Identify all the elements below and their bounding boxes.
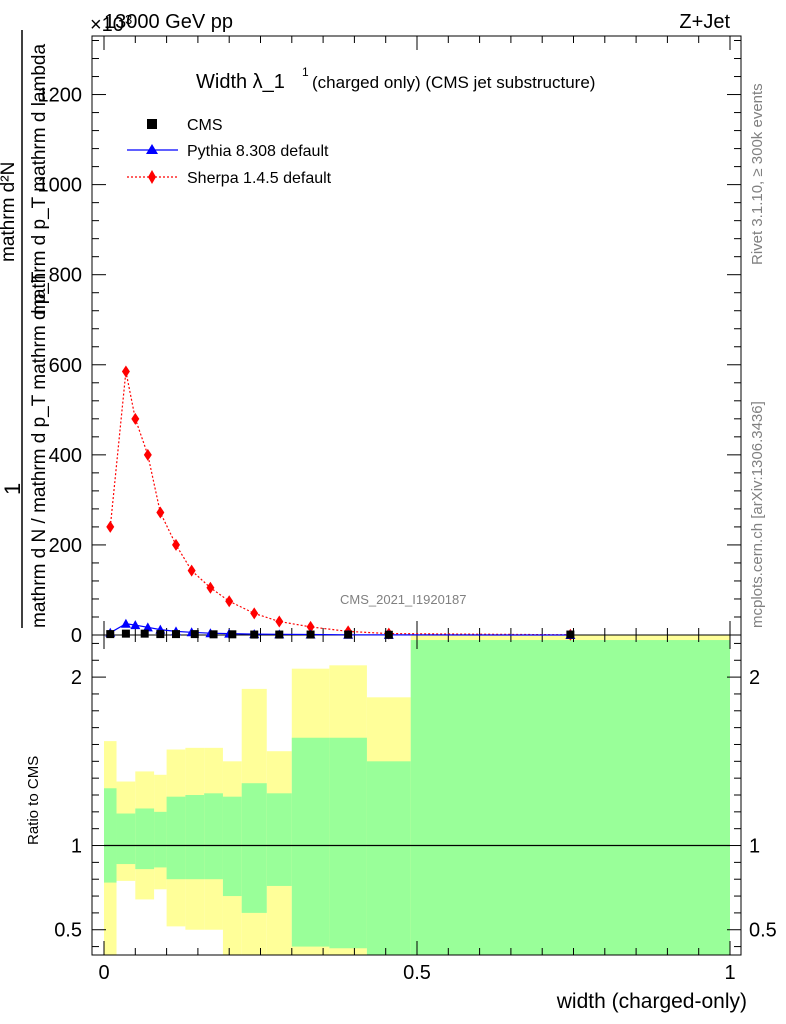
cms-point (566, 630, 575, 639)
mcplots-label: mcplots.cern.ch [arXiv:1306.3436] (749, 401, 766, 628)
cms-point (228, 630, 237, 639)
y-label-numerator-line2: mathrm d p_T mathrm d lambda (29, 44, 50, 315)
legend-pythia-label: Pythia 8.308 default (187, 143, 329, 160)
plot-title-main: Width λ_1 (196, 71, 285, 93)
ratio-green-band-bin (410, 640, 730, 955)
sherpa-point (225, 595, 234, 608)
pythia-point (142, 622, 153, 632)
ratio-green-band-bin (329, 737, 367, 949)
ratio-green-band-bin (135, 808, 155, 870)
main-y-tick-label: 400 (49, 445, 82, 467)
rivet-label: Rivet 3.1.10, ≥ 300k events (749, 83, 766, 265)
cms-point (275, 630, 284, 639)
cms-point (209, 630, 218, 639)
cms-point (344, 630, 353, 639)
exponent-label: ×10 (90, 14, 124, 36)
ratio-green-band-bin (185, 795, 205, 880)
ratio-green-band-bin (266, 793, 292, 886)
legend: CMS Pythia 8.308 default Sherpa 1.4.5 de… (127, 117, 332, 187)
ratio-green-band-bin (154, 811, 167, 868)
sherpa-point (275, 615, 284, 628)
cms-point (384, 630, 393, 639)
main-y-tick-label: 1200 (38, 85, 83, 107)
sherpa-point (156, 506, 165, 519)
watermark: CMS_2021_I1920187 (340, 592, 467, 607)
ratio-green-band-bin (204, 793, 223, 880)
main-y-tick-label: 200 (49, 535, 82, 557)
sherpa-point (121, 365, 130, 378)
plot-title-superscript: 1 (302, 65, 309, 79)
cms-point (190, 630, 199, 639)
exponent-power: 3 (125, 12, 132, 27)
y-axis-label: 1 mathrm d N / mathrm d p_T mathrm d p_T… (0, 30, 50, 628)
ratio-green-band-bin (291, 737, 330, 947)
x-axis-label: width (charged-only) (556, 990, 747, 1013)
cms-point (171, 630, 180, 639)
main-y-tick-label: 0 (71, 625, 82, 647)
ratio-green-band-bin (116, 813, 136, 865)
y-label-numerator: mathrm d²N (0, 162, 19, 262)
legend-sherpa-marker (148, 170, 156, 184)
ratio-y-tick-label-right: 0.5 (749, 920, 777, 942)
legend-pythia-marker (146, 144, 158, 154)
y-label-denominator: mathrm d N / mathrm d p_T mathrm d p_T (29, 271, 50, 628)
y-label-one: 1 (0, 483, 25, 495)
ratio-y-tick-label: 0.5 (54, 920, 82, 942)
cms-point (121, 629, 130, 638)
ratio-bands (104, 635, 730, 955)
cms-point (306, 630, 315, 639)
cms-point (156, 630, 165, 639)
ratio-y-tick-label-right: 2 (749, 667, 760, 689)
ratio-axes: 0 0.5 1 0.5 0.5 1 1 2 2 (54, 634, 777, 984)
sherpa-point (187, 564, 196, 577)
pythia-point (120, 618, 131, 628)
ratio-y-tick-label-right: 1 (749, 836, 760, 858)
pythia-point (130, 620, 141, 630)
ratio-green-band-bin (241, 783, 267, 913)
ratio-green-band-bin (166, 796, 186, 880)
series-layer (105, 365, 576, 641)
ratio-axis-label: Ratio to CMS (25, 756, 42, 845)
ratio-y-tick-label: 2 (71, 667, 82, 689)
cms-point (250, 630, 259, 639)
header-process-label: Z+Jet (679, 11, 730, 33)
ratio-y-tick-label: 1 (71, 836, 82, 858)
legend-cms-label: CMS (187, 117, 223, 134)
sherpa-point (131, 412, 140, 425)
main-y-tick-label: 800 (49, 265, 82, 287)
main-axes: 0 200 400 600 800 1000 1200 (38, 35, 742, 647)
sherpa-point (306, 620, 315, 633)
header-energy-label: 13000 GeV pp (104, 11, 233, 33)
x-tick-label: 0.5 (403, 962, 431, 984)
cms-point (106, 630, 115, 639)
legend-sherpa-label: Sherpa 1.4.5 default (187, 170, 332, 187)
sherpa-point (250, 607, 259, 620)
x-tick-label: 0 (98, 962, 109, 984)
ratio-green-band-bin (366, 761, 411, 955)
cms-point (140, 629, 149, 638)
x-tick-label: 1 (724, 962, 735, 984)
ratio-green-band-bin (222, 796, 242, 897)
main-y-tick-label: 1000 (38, 175, 83, 197)
sherpa-point (143, 448, 152, 461)
ratio-green-band-bin (104, 788, 117, 883)
sherpa-point (106, 520, 115, 533)
legend-cms-marker (147, 119, 157, 129)
sherpa-point (171, 538, 180, 551)
sherpa-point (206, 581, 215, 594)
main-y-tick-label: 600 (49, 355, 82, 377)
plot-title-suffix: (charged only) (CMS jet substructure) (312, 73, 595, 92)
